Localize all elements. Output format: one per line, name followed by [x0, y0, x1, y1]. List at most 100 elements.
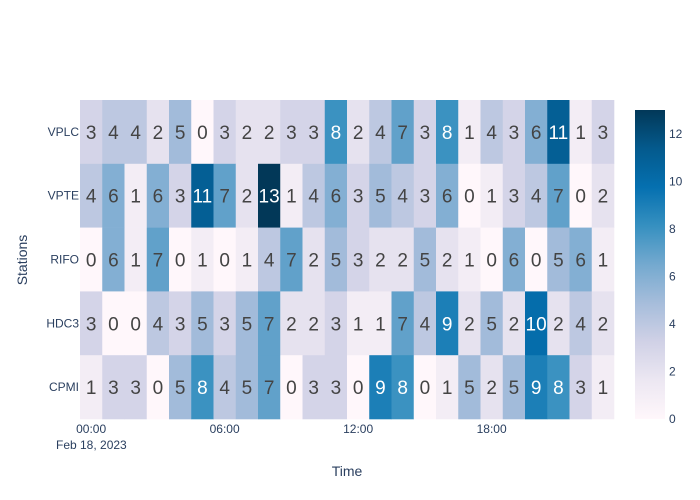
- cell-value-label: 2: [242, 187, 253, 208]
- heatmap-cell: [458, 163, 481, 228]
- y-tick-label: VPLC: [48, 125, 80, 139]
- cell-value-label: 6: [575, 251, 586, 272]
- heatmap-cell: [213, 291, 237, 356]
- colorbar-tick-label: 0: [669, 412, 676, 426]
- cell-value-label: 8: [442, 123, 453, 144]
- cell-value-label: 0: [420, 378, 431, 399]
- heatmap-cell: [235, 355, 259, 420]
- cell-value-label: 5: [509, 378, 520, 399]
- heatmap-cell: [369, 100, 392, 165]
- colorbar-ticks: 0 2 4 6 8 10 12: [669, 127, 683, 426]
- colorbar-tick-label: 4: [669, 317, 676, 331]
- cell-value-label: 7: [397, 123, 408, 144]
- heatmap-cell: [191, 355, 214, 420]
- heatmap-cell: [547, 355, 570, 420]
- cell-value-label: 2: [397, 251, 408, 272]
- cell-value-label: 3: [353, 187, 364, 208]
- cell-value-label: 2: [598, 314, 609, 335]
- cell-value-label: 0: [486, 251, 497, 272]
- heatmap-cell: [569, 291, 593, 356]
- cell-value-label: 6: [331, 187, 342, 208]
- colorbar-tick-label: 12: [669, 127, 683, 141]
- cell-value-label: 5: [464, 378, 475, 399]
- heatmap-cell: [324, 227, 348, 292]
- heatmap-cell: [591, 355, 615, 420]
- heatmap-cell: [124, 227, 148, 292]
- heatmap-cell: [102, 291, 125, 356]
- heatmap-cell: [302, 227, 326, 292]
- heatmap-cell: [480, 355, 504, 420]
- cell-value-label: 2: [509, 314, 520, 335]
- cell-value-label: 0: [175, 251, 186, 272]
- heatmap-cell: [569, 227, 593, 292]
- cell-value-label: 3: [175, 314, 186, 335]
- cell-value-label: 0: [464, 187, 475, 208]
- cell-value-label: 3: [175, 187, 186, 208]
- cell-value-label: 4: [420, 314, 431, 335]
- cell-value-label: 4: [531, 187, 542, 208]
- heatmap-cell: [80, 163, 103, 228]
- heatmap-cell: [169, 227, 192, 292]
- heatmap-cell-labels: 3 4 4 2 5 0 3 2 2 3 3 8 2 4 7 3 8 1 4 3 6 11 1 34 6 1 6 3 11 7 2 13 1 4 6 3…: [86, 123, 608, 399]
- cell-value-label: 10: [526, 314, 547, 335]
- cell-value-label: 5: [197, 314, 208, 335]
- heatmap-cell: [235, 100, 259, 165]
- heatmap-cell: [436, 100, 459, 165]
- cell-value-label: 0: [86, 251, 97, 272]
- cell-value-label: 1: [86, 378, 97, 399]
- heatmap-cell: [525, 355, 548, 420]
- cell-value-label: 2: [242, 123, 253, 144]
- x-axis-ticks: 00:00 06:00 12:00 18:00: [76, 422, 507, 436]
- cell-value-label: 0: [286, 378, 297, 399]
- cell-value-label: 8: [331, 123, 342, 144]
- heatmap-cell: [324, 291, 348, 356]
- heatmap-cell: [102, 227, 125, 292]
- cell-value-label: 6: [108, 187, 119, 208]
- heatmap-cell: [502, 227, 526, 292]
- heatmap-cell: [169, 355, 192, 420]
- heatmap-cell: [191, 163, 214, 228]
- cell-value-label: 3: [86, 123, 97, 144]
- x-axis-date-label: Feb 18, 2023: [56, 438, 127, 452]
- heatmap-cell: [80, 227, 103, 292]
- heatmap-cell: [169, 163, 192, 228]
- heatmap-cell: [369, 291, 392, 356]
- y-tick-label: RIFO: [50, 253, 79, 267]
- heatmap-cell: [102, 100, 125, 165]
- colorbar-tick-label: 6: [669, 269, 676, 283]
- cell-value-label: 1: [130, 187, 141, 208]
- heatmap-cell: [525, 100, 548, 165]
- cell-value-label: 4: [397, 187, 408, 208]
- cell-value-label: 9: [442, 314, 453, 335]
- heatmap-cell: [191, 227, 214, 292]
- heatmap-cell: [347, 227, 370, 292]
- cell-value-label: 7: [153, 251, 164, 272]
- heatmap-cell: [347, 163, 370, 228]
- heatmap-cell: [124, 100, 148, 165]
- cell-value-label: 6: [442, 187, 453, 208]
- cell-value-label: 5: [242, 314, 253, 335]
- heatmap-cells: [80, 100, 615, 420]
- heatmap-cell: [146, 163, 170, 228]
- cell-value-label: 3: [331, 378, 342, 399]
- heatmap-cell: [413, 227, 437, 292]
- cell-value-label: 1: [575, 123, 586, 144]
- heatmap-cell: [591, 163, 615, 228]
- heatmap-cell: [547, 163, 570, 228]
- cell-value-label: 3: [598, 123, 609, 144]
- cell-value-label: 3: [575, 378, 586, 399]
- heatmap-cell: [591, 100, 615, 165]
- cell-value-label: 8: [197, 378, 208, 399]
- cell-value-label: 2: [553, 314, 564, 335]
- cell-value-label: 11: [549, 123, 569, 144]
- cell-value-label: 3: [420, 123, 431, 144]
- heatmap-cell: [569, 163, 593, 228]
- heatmap-cell: [391, 227, 415, 292]
- cell-value-label: 7: [553, 187, 564, 208]
- cell-value-label: 1: [286, 187, 297, 208]
- heatmap-cell: [569, 100, 593, 165]
- heatmap-cell: [235, 227, 259, 292]
- cell-value-label: 8: [553, 378, 564, 399]
- heatmap-cell: [458, 227, 481, 292]
